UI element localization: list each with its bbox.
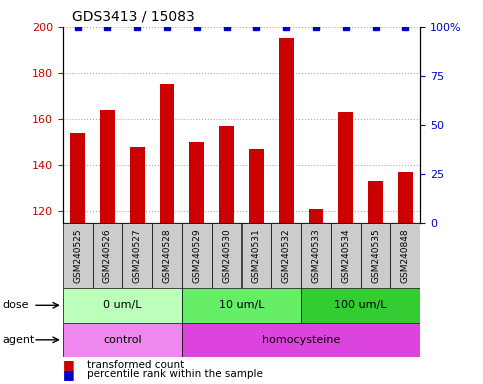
Bar	[271, 223, 301, 288]
Bar	[390, 223, 420, 288]
Text: GSM240528: GSM240528	[163, 228, 171, 283]
Bar	[100, 110, 115, 223]
Bar	[63, 223, 93, 288]
Text: 0 um/L: 0 um/L	[103, 300, 142, 310]
Bar	[70, 133, 85, 223]
Bar	[219, 126, 234, 223]
Text: agent: agent	[2, 335, 35, 345]
Bar	[331, 223, 361, 288]
Bar	[159, 84, 174, 223]
Bar	[301, 223, 331, 288]
Text: GSM240532: GSM240532	[282, 228, 291, 283]
Text: GSM240534: GSM240534	[341, 228, 350, 283]
Text: GSM240526: GSM240526	[103, 228, 112, 283]
Bar	[398, 172, 413, 223]
Bar	[130, 147, 145, 223]
Text: GSM240535: GSM240535	[371, 228, 380, 283]
Bar	[309, 209, 324, 223]
Text: dose: dose	[2, 300, 29, 310]
Text: GDS3413 / 15083: GDS3413 / 15083	[72, 9, 195, 23]
Bar	[189, 142, 204, 223]
Bar	[63, 288, 182, 323]
Bar	[122, 223, 152, 288]
Text: GSM240531: GSM240531	[252, 228, 261, 283]
Text: control: control	[103, 335, 142, 345]
Bar	[301, 288, 420, 323]
Text: GSM240530: GSM240530	[222, 228, 231, 283]
Bar	[249, 149, 264, 223]
Text: transformed count: transformed count	[87, 360, 184, 370]
Bar	[63, 323, 182, 357]
Bar	[212, 223, 242, 288]
Bar	[338, 112, 353, 223]
Text: GSM240529: GSM240529	[192, 228, 201, 283]
Text: 10 um/L: 10 um/L	[219, 300, 264, 310]
Bar	[152, 223, 182, 288]
Text: GSM240525: GSM240525	[73, 228, 82, 283]
Text: GSM240533: GSM240533	[312, 228, 320, 283]
Bar	[242, 223, 271, 288]
Text: GSM240527: GSM240527	[133, 228, 142, 283]
Text: homocysteine: homocysteine	[262, 335, 340, 345]
Text: 100 um/L: 100 um/L	[334, 300, 387, 310]
Bar	[182, 288, 301, 323]
Text: ■: ■	[63, 358, 74, 371]
Bar	[182, 223, 212, 288]
Bar	[361, 223, 390, 288]
Text: ■: ■	[63, 368, 74, 381]
Bar	[182, 323, 420, 357]
Text: GSM240848: GSM240848	[401, 228, 410, 283]
Bar	[368, 181, 383, 223]
Bar	[93, 223, 122, 288]
Bar	[279, 38, 294, 223]
Text: percentile rank within the sample: percentile rank within the sample	[87, 369, 263, 379]
